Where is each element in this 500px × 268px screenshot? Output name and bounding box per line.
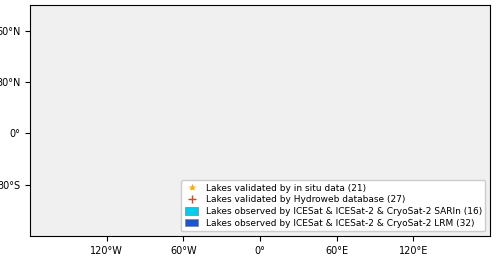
Legend: Lakes validated by in situ data (21), Lakes validated by Hydroweb database (27),: Lakes validated by in situ data (21), La… (181, 180, 486, 231)
